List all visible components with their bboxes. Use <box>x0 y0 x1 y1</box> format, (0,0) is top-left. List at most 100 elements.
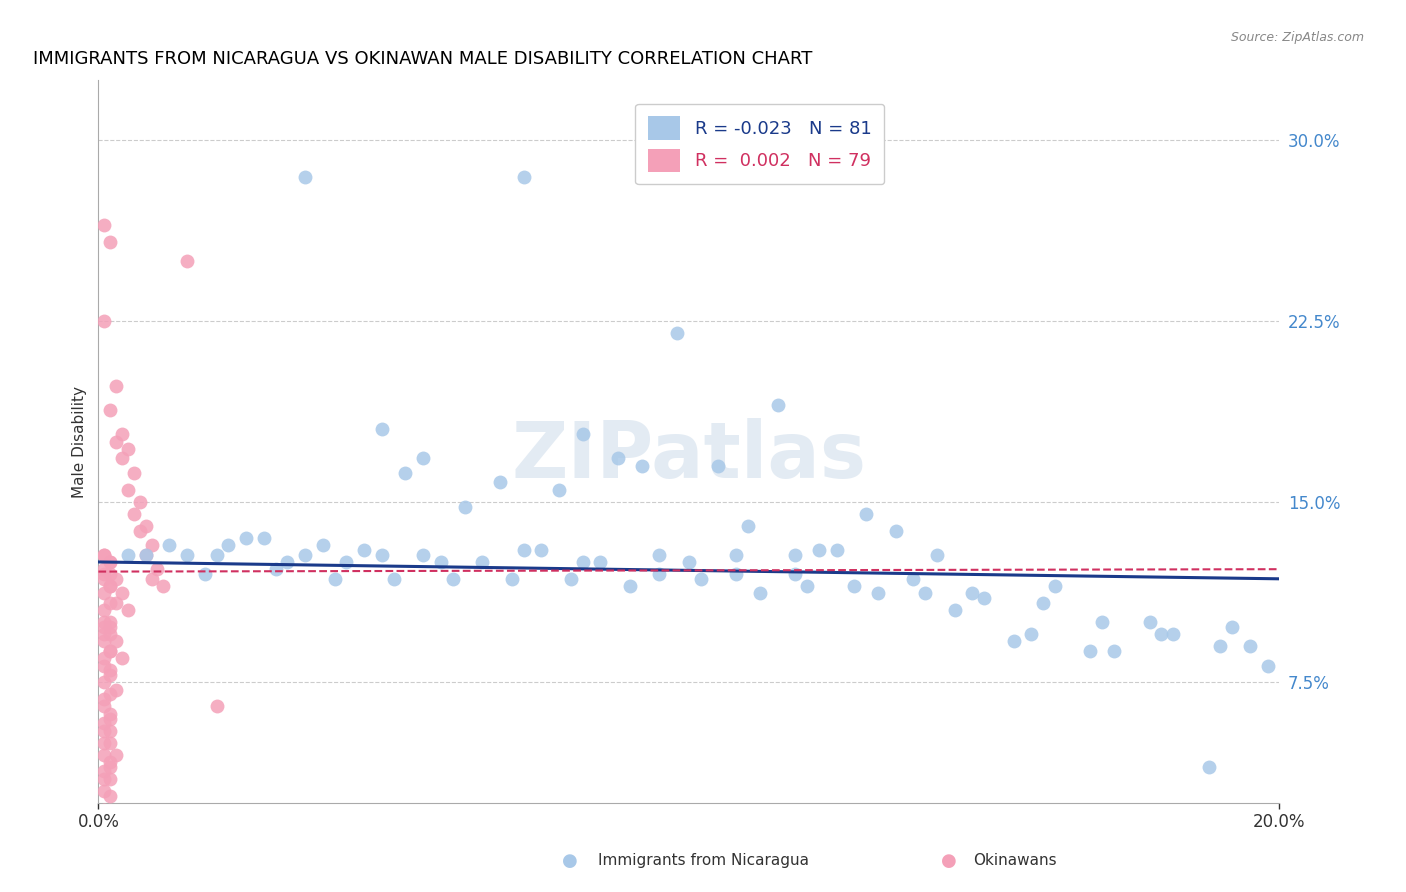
Point <box>785 548 807 562</box>
Point <box>98 579 121 593</box>
Point <box>135 548 157 562</box>
Point <box>394 466 416 480</box>
Point <box>412 451 434 466</box>
Point <box>589 555 612 569</box>
Point <box>796 579 818 593</box>
Point <box>93 699 115 714</box>
Point <box>748 586 770 600</box>
Point <box>176 548 198 562</box>
Point <box>217 538 239 552</box>
Point <box>128 494 150 508</box>
Point <box>98 403 121 417</box>
Point <box>512 542 534 557</box>
Point <box>98 789 121 803</box>
Point <box>619 579 641 593</box>
Point <box>93 572 115 586</box>
Point <box>93 831 115 846</box>
Point <box>93 723 115 738</box>
Point <box>925 548 948 562</box>
Point <box>648 567 671 582</box>
Point <box>294 169 316 184</box>
Point <box>98 579 121 593</box>
Point <box>530 542 553 557</box>
Text: ●: ● <box>941 852 957 870</box>
Point <box>512 169 534 184</box>
Point <box>678 555 700 569</box>
Point <box>1150 627 1173 641</box>
Point <box>105 747 128 762</box>
Point <box>1002 634 1025 648</box>
Point <box>93 651 115 665</box>
Point <box>844 579 866 593</box>
Point <box>93 603 115 617</box>
Point <box>93 620 115 634</box>
Point <box>98 567 121 582</box>
Point <box>914 586 936 600</box>
Point <box>146 562 169 576</box>
Point <box>1257 658 1279 673</box>
Text: Okinawans: Okinawans <box>973 854 1056 868</box>
Point <box>98 735 121 749</box>
Text: Immigrants from Nicaragua: Immigrants from Nicaragua <box>598 854 808 868</box>
Point <box>785 567 807 582</box>
Point <box>93 764 115 779</box>
Point <box>264 562 287 576</box>
Point <box>441 572 464 586</box>
Point <box>630 458 652 473</box>
Point <box>312 538 335 552</box>
Point <box>1139 615 1161 630</box>
Point <box>141 572 163 586</box>
Point <box>98 755 121 769</box>
Point <box>1032 596 1054 610</box>
Point <box>98 235 121 249</box>
Point <box>98 820 121 834</box>
Point <box>93 803 115 817</box>
Point <box>93 747 115 762</box>
Point <box>117 548 139 562</box>
Point <box>666 326 689 340</box>
Point <box>93 562 115 576</box>
Y-axis label: Male Disability: Male Disability <box>72 385 87 498</box>
Text: ●: ● <box>561 852 578 870</box>
Point <box>807 542 830 557</box>
Point <box>737 518 759 533</box>
Point <box>98 664 121 678</box>
Point <box>128 524 150 538</box>
Point <box>194 567 217 582</box>
Text: IMMIGRANTS FROM NICARAGUA VS OKINAWAN MALE DISABILITY CORRELATION CHART: IMMIGRANTS FROM NICARAGUA VS OKINAWAN MA… <box>34 50 813 68</box>
Point <box>430 555 453 569</box>
Point <box>93 735 115 749</box>
Text: ZIPatlas: ZIPatlas <box>512 418 866 494</box>
Point <box>93 314 115 328</box>
Text: Source: ZipAtlas.com: Source: ZipAtlas.com <box>1230 31 1364 45</box>
Point <box>1220 620 1243 634</box>
Point <box>105 572 128 586</box>
Point <box>412 548 434 562</box>
Point <box>98 813 121 827</box>
Point <box>903 572 925 586</box>
Point <box>253 531 276 545</box>
Point <box>866 586 889 600</box>
Point <box>1043 579 1066 593</box>
Point <box>93 675 115 690</box>
Point <box>105 596 128 610</box>
Point <box>294 548 316 562</box>
Point <box>98 555 121 569</box>
Point <box>1102 644 1125 658</box>
Point <box>205 548 228 562</box>
Point <box>725 567 748 582</box>
Point <box>105 682 128 697</box>
Point <box>689 572 711 586</box>
Point <box>93 772 115 786</box>
Point <box>117 603 139 617</box>
Point <box>135 518 157 533</box>
Point <box>98 620 121 634</box>
Point <box>943 603 966 617</box>
Point <box>1209 639 1232 653</box>
Point <box>548 483 571 497</box>
Point <box>1239 639 1261 653</box>
Point <box>1091 615 1114 630</box>
Point <box>766 398 789 412</box>
Point <box>93 658 115 673</box>
Point <box>825 542 848 557</box>
